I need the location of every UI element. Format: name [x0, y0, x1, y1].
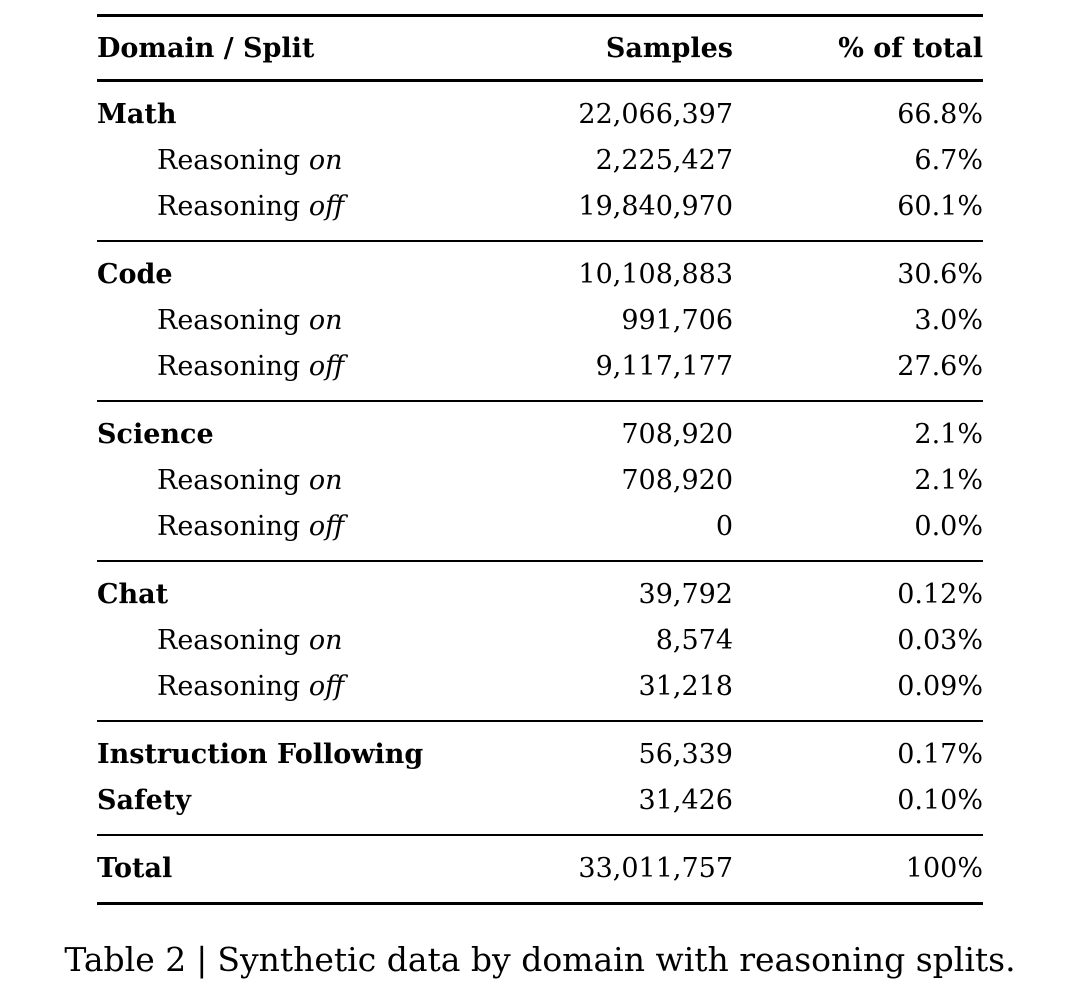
- cell-samples: 10,108,883: [578, 259, 733, 290]
- cell-percent: 30.6%: [897, 259, 983, 290]
- reasoning-mode: on: [308, 145, 343, 176]
- cell-domain-split: Reasoning on: [97, 458, 497, 504]
- row-label: Safety: [97, 785, 191, 816]
- row-label: Reasoning: [157, 625, 301, 656]
- cell-samples: 9,117,177: [595, 351, 733, 382]
- cell-domain-split: Reasoning off: [97, 344, 497, 401]
- row-label: Reasoning: [157, 671, 301, 702]
- cell-domain-split: Code: [97, 241, 497, 298]
- table-row: Reasoning on 2,225,427 6.7%: [97, 138, 983, 184]
- reasoning-mode: off: [308, 671, 345, 702]
- cell-samples: 56,339: [638, 739, 733, 770]
- row-label: Math: [97, 99, 177, 130]
- header-row: Domain / Split Samples % of total: [97, 16, 983, 81]
- cell-percent: 6.7%: [914, 145, 983, 176]
- synthetic-data-table: Domain / Split Samples % of total Math 22…: [97, 14, 983, 905]
- header-domain-split: Domain / Split: [97, 33, 315, 64]
- table-row: Reasoning off 19,840,970 60.1%: [97, 184, 983, 241]
- table-row: Reasoning off 0 0.0%: [97, 504, 983, 561]
- row-label: Instruction Following: [97, 739, 424, 770]
- table-caption: Table 2 | Synthetic data by domain with re…: [0, 938, 1080, 982]
- cell-domain-split: Total: [97, 835, 497, 904]
- cell-samples: 2,225,427: [595, 145, 733, 176]
- cell-percent: 2.1%: [914, 419, 983, 450]
- table-row: Code 10,108,883 30.6%: [97, 241, 983, 298]
- caption-text: Synthetic data by domain with reasoning …: [217, 940, 1016, 979]
- reasoning-mode: off: [308, 351, 345, 382]
- cell-percent: 0.12%: [897, 579, 983, 610]
- row-label: Chat: [97, 579, 169, 610]
- cell-samples: 8,574: [655, 625, 733, 656]
- row-label: Reasoning: [157, 351, 301, 382]
- table-row: Chat 39,792 0.12%: [97, 561, 983, 618]
- table-row: Reasoning off 31,218 0.09%: [97, 664, 983, 721]
- row-label: Total: [97, 853, 173, 884]
- table-row: Math 22,066,397 66.8%: [97, 80, 983, 139]
- table-row: Total 33,011,757 100%: [97, 835, 983, 904]
- cell-samples: 708,920: [621, 419, 733, 450]
- cell-domain-split: Reasoning on: [97, 138, 497, 184]
- table-body: Math 22,066,397 66.8% Reasoning on 2,225,427…: [97, 80, 983, 904]
- cell-percent: 27.6%: [897, 351, 983, 382]
- caption-label: Table 2: [64, 940, 187, 979]
- cell-percent: 0.03%: [897, 625, 983, 656]
- header-samples: Samples: [605, 33, 733, 64]
- cell-percent: 100%: [905, 853, 983, 884]
- cell-percent: 2.1%: [914, 465, 983, 496]
- cell-domain-split: Instruction Following: [97, 721, 497, 778]
- row-label: Code: [97, 259, 173, 290]
- row-label: Reasoning: [157, 191, 301, 222]
- reasoning-mode: on: [308, 625, 343, 656]
- reasoning-mode: off: [308, 191, 345, 222]
- table-row: Science 708,920 2.1%: [97, 401, 983, 458]
- cell-percent: 0.0%: [914, 511, 983, 542]
- table-row: Reasoning on 8,574 0.03%: [97, 618, 983, 664]
- table-row: Reasoning on 991,706 3.0%: [97, 298, 983, 344]
- caption-separator: |: [196, 940, 208, 979]
- cell-samples: 19,840,970: [578, 191, 733, 222]
- row-label: Reasoning: [157, 465, 301, 496]
- cell-domain-split: Chat: [97, 561, 497, 618]
- cell-samples: 31,218: [638, 671, 733, 702]
- table-row: Reasoning on 708,920 2.1%: [97, 458, 983, 504]
- cell-percent: 0.10%: [897, 785, 983, 816]
- table-row: Reasoning off 9,117,177 27.6%: [97, 344, 983, 401]
- row-label: Science: [97, 419, 214, 450]
- row-label: Reasoning: [157, 511, 301, 542]
- cell-percent: 0.09%: [897, 671, 983, 702]
- cell-samples: 31,426: [638, 785, 733, 816]
- reasoning-mode: on: [308, 305, 343, 336]
- cell-domain-split: Reasoning off: [97, 504, 497, 561]
- reasoning-mode: on: [308, 465, 343, 496]
- table-row: Instruction Following 56,339 0.17%: [97, 721, 983, 778]
- cell-domain-split: Reasoning on: [97, 618, 497, 664]
- cell-percent: 0.17%: [897, 739, 983, 770]
- row-label: Reasoning: [157, 145, 301, 176]
- cell-percent: 3.0%: [914, 305, 983, 336]
- cell-samples: 39,792: [638, 579, 733, 610]
- cell-samples: 33,011,757: [578, 853, 733, 884]
- data-table-container: Domain / Split Samples % of total Math 22…: [97, 14, 983, 905]
- table-header: Domain / Split Samples % of total: [97, 16, 983, 81]
- row-label: Reasoning: [157, 305, 301, 336]
- table-row: Safety 31,426 0.10%: [97, 778, 983, 835]
- cell-domain-split: Reasoning on: [97, 298, 497, 344]
- cell-samples: 991,706: [621, 305, 733, 336]
- cell-samples: 0: [715, 511, 733, 542]
- cell-samples: 708,920: [621, 465, 733, 496]
- cell-domain-split: Reasoning off: [97, 184, 497, 241]
- cell-percent: 66.8%: [897, 99, 983, 130]
- header-pct-of-total: % of total: [838, 33, 983, 64]
- cell-domain-split: Science: [97, 401, 497, 458]
- cell-domain-split: Safety: [97, 778, 497, 835]
- cell-domain-split: Reasoning off: [97, 664, 497, 721]
- reasoning-mode: off: [308, 511, 345, 542]
- cell-percent: 60.1%: [897, 191, 983, 222]
- cell-samples: 22,066,397: [578, 99, 733, 130]
- cell-domain-split: Math: [97, 81, 497, 139]
